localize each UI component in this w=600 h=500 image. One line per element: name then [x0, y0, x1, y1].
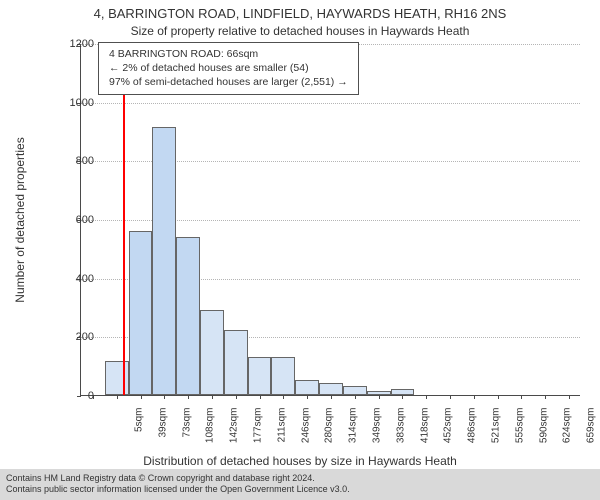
ytick-label: 800	[34, 155, 94, 167]
xtick-mark	[545, 395, 546, 399]
xtick-label: 211sqm	[276, 408, 287, 458]
xtick-mark	[283, 395, 284, 399]
xtick-label: 108sqm	[205, 408, 216, 458]
xtick-label: 142sqm	[229, 408, 240, 458]
plot-area	[80, 44, 580, 396]
histogram-bar	[271, 357, 295, 395]
xtick-label: 486sqm	[467, 408, 478, 458]
xtick-label: 521sqm	[491, 408, 502, 458]
chart-title: 4, BARRINGTON ROAD, LINDFIELD, HAYWARDS …	[0, 6, 600, 21]
histogram-bar	[295, 380, 319, 395]
histogram-bar	[152, 127, 176, 395]
xtick-mark	[141, 395, 142, 399]
y-axis-label: Number of detached properties	[13, 137, 27, 302]
xtick-label: 246sqm	[300, 408, 311, 458]
xtick-label: 39sqm	[157, 408, 168, 458]
xtick-label: 452sqm	[443, 408, 454, 458]
xtick-label: 418sqm	[419, 408, 430, 458]
ytick-label: 1200	[34, 38, 94, 50]
ytick-label: 1000	[34, 97, 94, 109]
xtick-label: 280sqm	[324, 408, 335, 458]
xtick-mark	[117, 395, 118, 399]
histogram-bar	[200, 310, 224, 395]
xtick-mark	[450, 395, 451, 399]
xtick-label: 5sqm	[133, 408, 144, 458]
xtick-label: 590sqm	[538, 408, 549, 458]
footer-line: Contains HM Land Registry data © Crown c…	[6, 473, 594, 485]
ytick-label: 400	[34, 273, 94, 285]
xtick-label: 314sqm	[348, 408, 359, 458]
histogram-bar	[248, 357, 272, 395]
histogram-chart: 4, BARRINGTON ROAD, LINDFIELD, HAYWARDS …	[0, 0, 600, 500]
annotation-line: 97% of semi-detached houses are larger (…	[109, 75, 348, 89]
xtick-mark	[164, 395, 165, 399]
xtick-mark	[355, 395, 356, 399]
xtick-label: 73sqm	[181, 408, 192, 458]
xtick-mark	[212, 395, 213, 399]
annotation-line: ← 2% of detached houses are smaller (54)	[109, 61, 348, 75]
chart-subtitle: Size of property relative to detached ho…	[0, 24, 600, 38]
xtick-mark	[498, 395, 499, 399]
footer-line: Contains public sector information licen…	[6, 484, 594, 496]
ytick-label: 0	[34, 390, 94, 402]
reference-line	[123, 44, 125, 395]
xtick-mark	[402, 395, 403, 399]
xtick-mark	[426, 395, 427, 399]
histogram-bar	[224, 330, 248, 395]
histogram-bar	[176, 237, 200, 395]
xtick-mark	[474, 395, 475, 399]
histogram-bar	[319, 383, 343, 395]
ytick-label: 200	[34, 331, 94, 343]
xtick-label: 624sqm	[562, 408, 573, 458]
annotation-line: 4 BARRINGTON ROAD: 66sqm	[109, 47, 348, 61]
xtick-mark	[188, 395, 189, 399]
xtick-label: 659sqm	[586, 408, 597, 458]
xtick-mark	[236, 395, 237, 399]
xtick-mark	[521, 395, 522, 399]
xtick-mark	[379, 395, 380, 399]
xtick-mark	[307, 395, 308, 399]
gridline	[81, 103, 580, 104]
annotation-box: 4 BARRINGTON ROAD: 66sqm ← 2% of detache…	[98, 42, 359, 95]
xtick-label: 349sqm	[372, 408, 383, 458]
footer-attribution: Contains HM Land Registry data © Crown c…	[0, 469, 600, 500]
ytick-label: 600	[34, 214, 94, 226]
histogram-bar	[343, 386, 367, 395]
xtick-mark	[331, 395, 332, 399]
xtick-label: 177sqm	[252, 408, 263, 458]
xtick-label: 555sqm	[514, 408, 525, 458]
xtick-mark	[260, 395, 261, 399]
xtick-label: 383sqm	[395, 408, 406, 458]
xtick-mark	[569, 395, 570, 399]
histogram-bar	[129, 231, 153, 395]
